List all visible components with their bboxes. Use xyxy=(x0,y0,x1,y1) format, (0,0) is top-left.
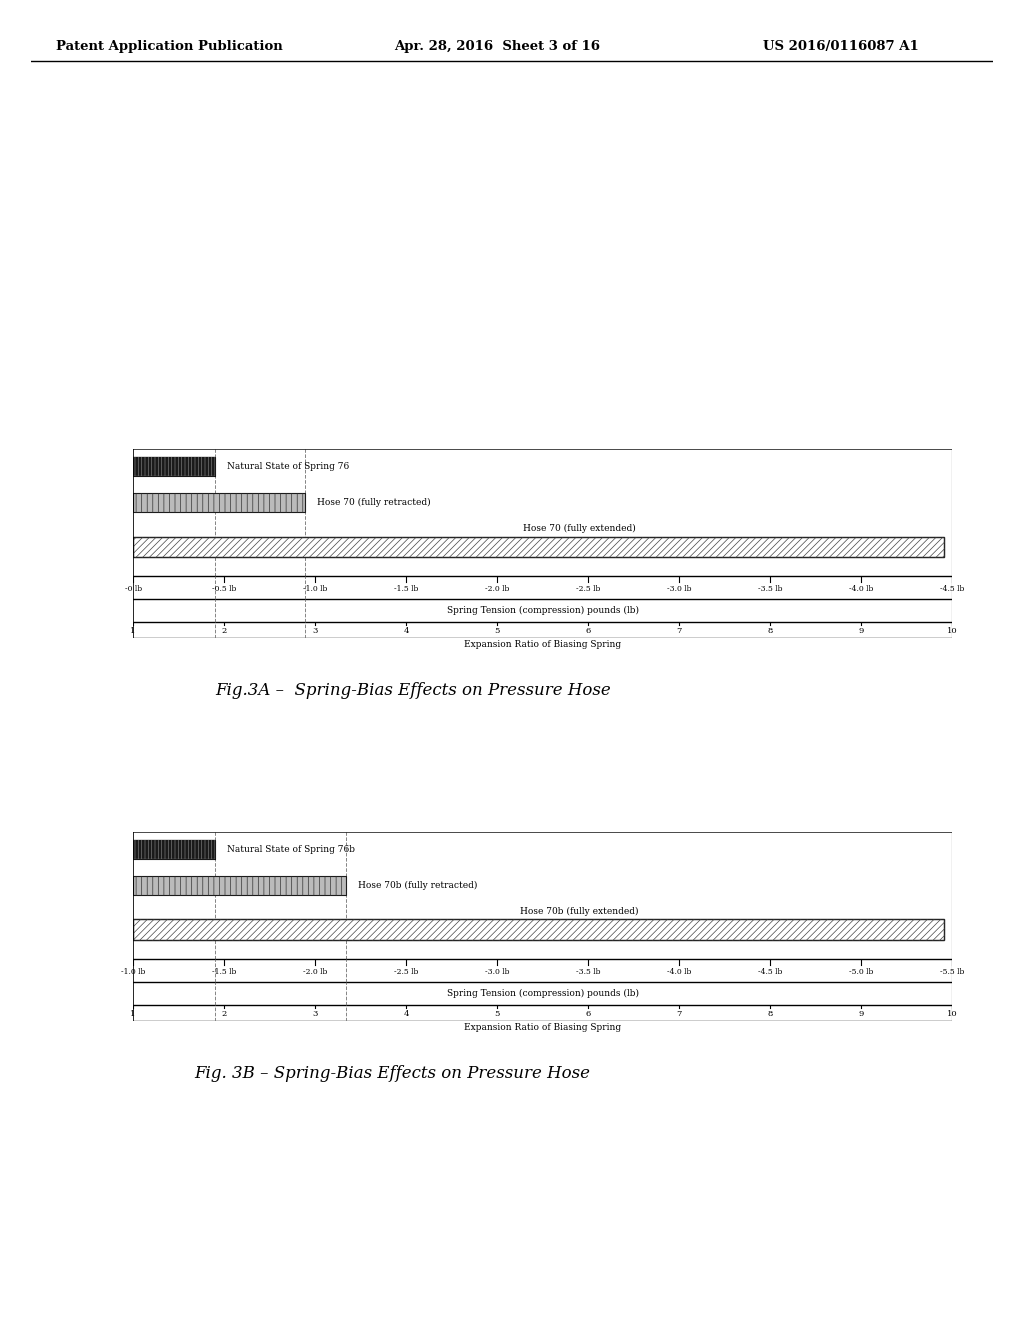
Text: 3: 3 xyxy=(312,1010,317,1018)
Bar xyxy=(133,537,944,557)
Bar xyxy=(133,920,944,940)
Text: Apr. 28, 2016  Sheet 3 of 16: Apr. 28, 2016 Sheet 3 of 16 xyxy=(394,40,600,53)
Text: Fig. 3B – Spring-Bias Effects on Pressure Hose: Fig. 3B – Spring-Bias Effects on Pressur… xyxy=(195,1065,591,1081)
Text: 4: 4 xyxy=(403,1010,409,1018)
Text: 5: 5 xyxy=(495,1010,500,1018)
Text: -4.0 lb: -4.0 lb xyxy=(849,585,873,593)
Text: Hose 70b (fully retracted): Hose 70b (fully retracted) xyxy=(358,880,478,890)
Bar xyxy=(133,875,346,895)
Text: -0.5 lb: -0.5 lb xyxy=(212,585,237,593)
Text: 4: 4 xyxy=(403,627,409,635)
Text: -2.0 lb: -2.0 lb xyxy=(485,585,509,593)
Text: 9: 9 xyxy=(858,627,864,635)
Text: Spring Tension (compression) pounds (lb): Spring Tension (compression) pounds (lb) xyxy=(446,606,639,615)
Bar xyxy=(133,492,305,512)
Text: 6: 6 xyxy=(586,627,591,635)
Text: -3.5 lb: -3.5 lb xyxy=(575,968,600,975)
Text: Natural State of Spring 76: Natural State of Spring 76 xyxy=(227,462,349,471)
Text: 7: 7 xyxy=(677,1010,682,1018)
Text: -4.0 lb: -4.0 lb xyxy=(667,968,691,975)
Text: 8: 8 xyxy=(768,627,773,635)
Text: -5.0 lb: -5.0 lb xyxy=(849,968,873,975)
Text: -5.5 lb: -5.5 lb xyxy=(940,968,965,975)
Text: 3: 3 xyxy=(312,627,317,635)
Bar xyxy=(133,492,305,512)
Text: 9: 9 xyxy=(858,1010,864,1018)
Text: 2: 2 xyxy=(221,627,226,635)
Text: -0 lb: -0 lb xyxy=(125,585,141,593)
Text: -1.5 lb: -1.5 lb xyxy=(212,968,237,975)
Bar xyxy=(133,840,215,859)
Text: 7: 7 xyxy=(677,627,682,635)
Text: Hose 70b (fully extended): Hose 70b (fully extended) xyxy=(520,907,638,916)
Text: -2.0 lb: -2.0 lb xyxy=(303,968,328,975)
Text: -1.0 lb: -1.0 lb xyxy=(303,585,328,593)
Text: Hose 70 (fully retracted): Hose 70 (fully retracted) xyxy=(317,498,431,507)
Bar xyxy=(133,840,215,859)
Text: Expansion Ratio of Biasing Spring: Expansion Ratio of Biasing Spring xyxy=(464,1023,622,1032)
Text: 10: 10 xyxy=(947,1010,957,1018)
Text: -2.5 lb: -2.5 lb xyxy=(577,585,600,593)
Bar xyxy=(133,920,944,940)
Text: -3.0 lb: -3.0 lb xyxy=(485,968,510,975)
Text: 2: 2 xyxy=(221,1010,226,1018)
Text: Hose 70 (fully extended): Hose 70 (fully extended) xyxy=(523,524,636,533)
Text: 5: 5 xyxy=(495,627,500,635)
Text: US 2016/0116087 A1: US 2016/0116087 A1 xyxy=(763,40,919,53)
Text: 10: 10 xyxy=(947,627,957,635)
Text: Expansion Ratio of Biasing Spring: Expansion Ratio of Biasing Spring xyxy=(464,640,622,649)
Text: Fig.3A –  Spring-Bias Effects on Pressure Hose: Fig.3A – Spring-Bias Effects on Pressure… xyxy=(215,682,610,698)
Text: -4.5 lb: -4.5 lb xyxy=(758,968,782,975)
Text: 6: 6 xyxy=(586,1010,591,1018)
Text: -4.5 lb: -4.5 lb xyxy=(940,585,965,593)
Text: Spring Tension (compression) pounds (lb): Spring Tension (compression) pounds (lb) xyxy=(446,989,639,998)
Text: Natural State of Spring 76b: Natural State of Spring 76b xyxy=(227,845,355,854)
Text: 8: 8 xyxy=(768,1010,773,1018)
Text: -2.5 lb: -2.5 lb xyxy=(394,968,419,975)
Text: -3.5 lb: -3.5 lb xyxy=(758,585,782,593)
Text: 1: 1 xyxy=(130,627,136,635)
Text: Patent Application Publication: Patent Application Publication xyxy=(56,40,283,53)
Text: 1: 1 xyxy=(130,1010,136,1018)
Text: -1.0 lb: -1.0 lb xyxy=(121,968,145,975)
Text: -3.0 lb: -3.0 lb xyxy=(667,585,691,593)
Bar xyxy=(133,875,346,895)
Bar xyxy=(133,537,944,557)
Text: -1.5 lb: -1.5 lb xyxy=(394,585,419,593)
Bar xyxy=(133,457,215,477)
Bar xyxy=(133,457,215,477)
